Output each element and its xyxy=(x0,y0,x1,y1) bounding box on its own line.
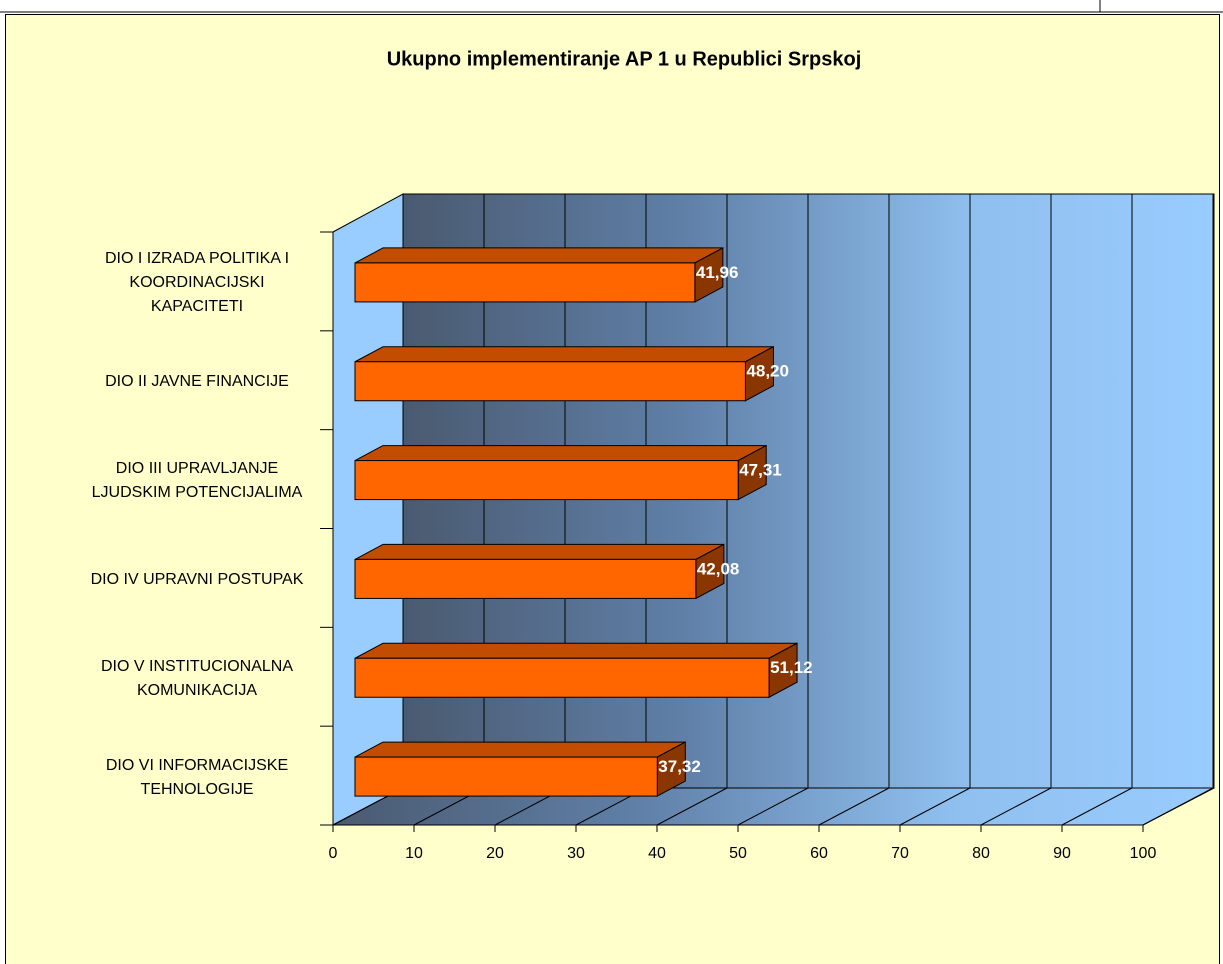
x-tick-label: 90 xyxy=(1053,845,1071,862)
x-tick-label: 60 xyxy=(810,845,828,862)
value-label: 48,20 xyxy=(746,362,789,381)
floor-grid-line xyxy=(1061,787,1133,826)
bar xyxy=(354,460,739,501)
y-tick-label: DIO I IZRADA POLITIKA I KOORDINACIJSKI K… xyxy=(104,250,290,316)
bar xyxy=(354,361,746,402)
x-tick-label: 10 xyxy=(405,845,423,862)
x-tick-label: 30 xyxy=(567,845,585,862)
bar-top xyxy=(354,642,798,659)
bar xyxy=(354,657,770,698)
bar-top xyxy=(354,741,686,758)
floor-grid-line xyxy=(656,787,728,826)
bar-top xyxy=(354,346,774,363)
y-tick-label: DIO II JAVNE FINANCIJE xyxy=(105,373,289,391)
bar-top xyxy=(354,543,725,560)
x-tick-label: 70 xyxy=(891,845,909,862)
bar xyxy=(354,558,697,599)
value-label: 47,31 xyxy=(739,461,782,480)
bar xyxy=(354,756,658,797)
y-tick-label: DIO IV UPRAVNI POSTUPAK xyxy=(90,570,304,588)
value-label: 37,32 xyxy=(658,757,701,776)
floor-grid-line xyxy=(980,787,1052,826)
y-tick-label: DIO VI INFORMACIJSKE TEHNOLOGIJE xyxy=(105,756,289,798)
x-tick-label: 40 xyxy=(648,845,666,862)
value-label: 42,08 xyxy=(697,559,740,578)
chart-title: Ukupno implementiranje AP 1 u Republici … xyxy=(387,48,862,70)
value-label: 51,12 xyxy=(770,658,813,677)
floor-grid-line xyxy=(899,787,971,826)
x-tick-label: 20 xyxy=(486,845,504,862)
bar-top xyxy=(354,247,724,264)
floor-grid-line xyxy=(818,787,890,826)
x-tick-label: 0 xyxy=(329,845,338,862)
x-tick-label: 100 xyxy=(1130,845,1157,862)
floor-grid-line xyxy=(737,787,809,826)
bar-top xyxy=(354,445,767,462)
floor-grid-line xyxy=(1142,787,1214,826)
x-tick-label: 80 xyxy=(972,845,990,862)
x-tick-label: 50 xyxy=(729,845,747,862)
y-tick-label: DIO V INSTITUCIONALNA KOMUNIKACIJA xyxy=(100,657,294,699)
y-tick-label: DIO III UPRAVLJANJE LJUDSKIM POTENCIJALI… xyxy=(91,460,303,502)
bar xyxy=(354,262,696,303)
value-label: 41,96 xyxy=(696,263,739,282)
